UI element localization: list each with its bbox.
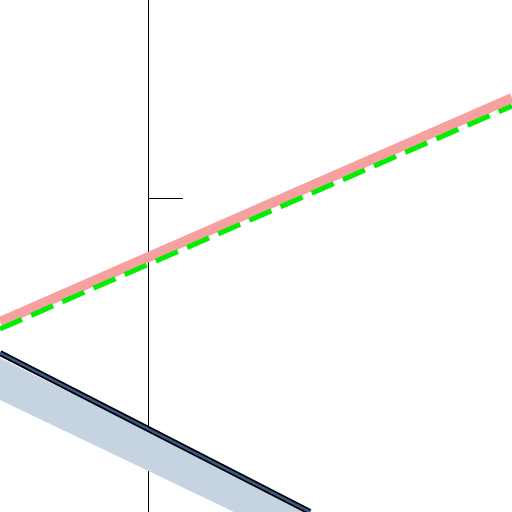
shaded-band: [0, 345, 312, 512]
dark-band-line: [0, 351, 311, 512]
green-dashed-line: [0, 103, 512, 332]
pink-line: [0, 93, 512, 327]
